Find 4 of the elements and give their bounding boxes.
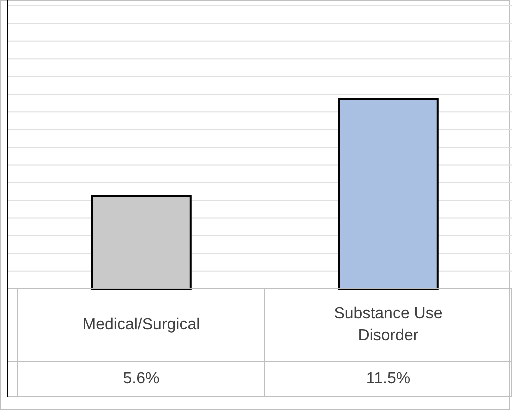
data-label: 11.5% <box>366 370 411 388</box>
x-tick-label: Substance Use Disorder <box>334 306 443 345</box>
x-tick-label: Medical/Surgical <box>82 316 200 334</box>
data-label: 5.6% <box>123 370 160 388</box>
